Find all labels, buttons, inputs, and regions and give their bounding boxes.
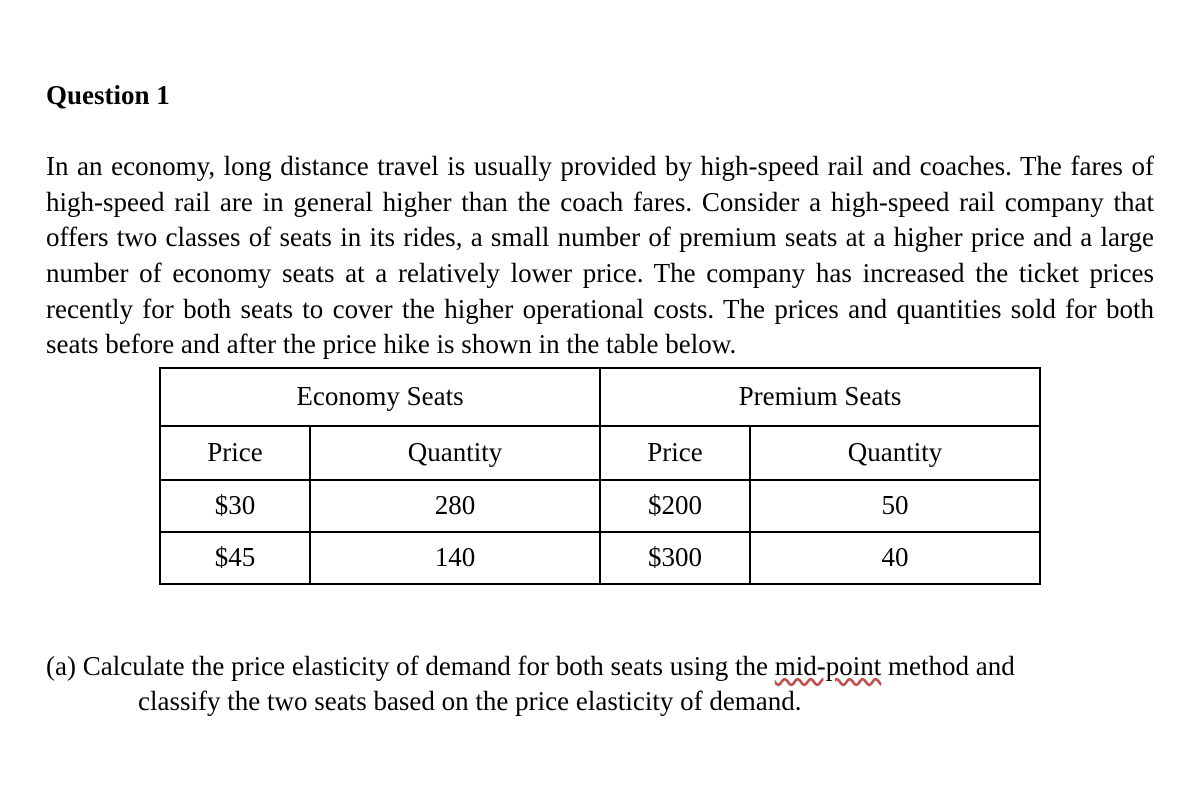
col-header-price: Price [600,426,750,480]
question-body: In an economy, long distance travel is u… [46,149,1154,363]
subq-text-after: method and [881,651,1014,681]
seats-table: Economy Seats Premium Seats Price Quanti… [159,367,1041,585]
table-row: Price Quantity Price Quantity [160,426,1040,480]
cell-econ-qty-2: 140 [310,532,600,584]
col-header-quantity: Quantity [310,426,600,480]
question-title: Question 1 [46,80,1154,111]
col-header-price: Price [160,426,310,480]
cell-econ-price-2: $45 [160,532,310,584]
document-page: Question 1 In an economy, long distance … [0,0,1200,720]
group-header-premium: Premium Seats [600,368,1040,426]
subquestion-a: (a) Calculate the price elasticity of de… [46,649,1154,720]
table-row: $45 140 $300 40 [160,532,1040,584]
cell-prem-qty-1: 50 [750,480,1040,532]
table-row: $30 280 $200 50 [160,480,1040,532]
squiggle-word: mid-point [775,651,882,681]
group-header-economy: Economy Seats [160,368,600,426]
subq-line2: classify the two seats based on the pric… [46,686,802,716]
cell-prem-qty-2: 40 [750,532,1040,584]
cell-prem-price-2: $300 [600,532,750,584]
subq-text-before: Calculate the price elasticity of demand… [83,651,775,681]
table-row: Economy Seats Premium Seats [160,368,1040,426]
cell-econ-qty-1: 280 [310,480,600,532]
col-header-quantity: Quantity [750,426,1040,480]
table-container: Economy Seats Premium Seats Price Quanti… [46,367,1154,585]
subq-label: (a) [46,651,83,681]
cell-prem-price-1: $200 [600,480,750,532]
cell-econ-price-1: $30 [160,480,310,532]
